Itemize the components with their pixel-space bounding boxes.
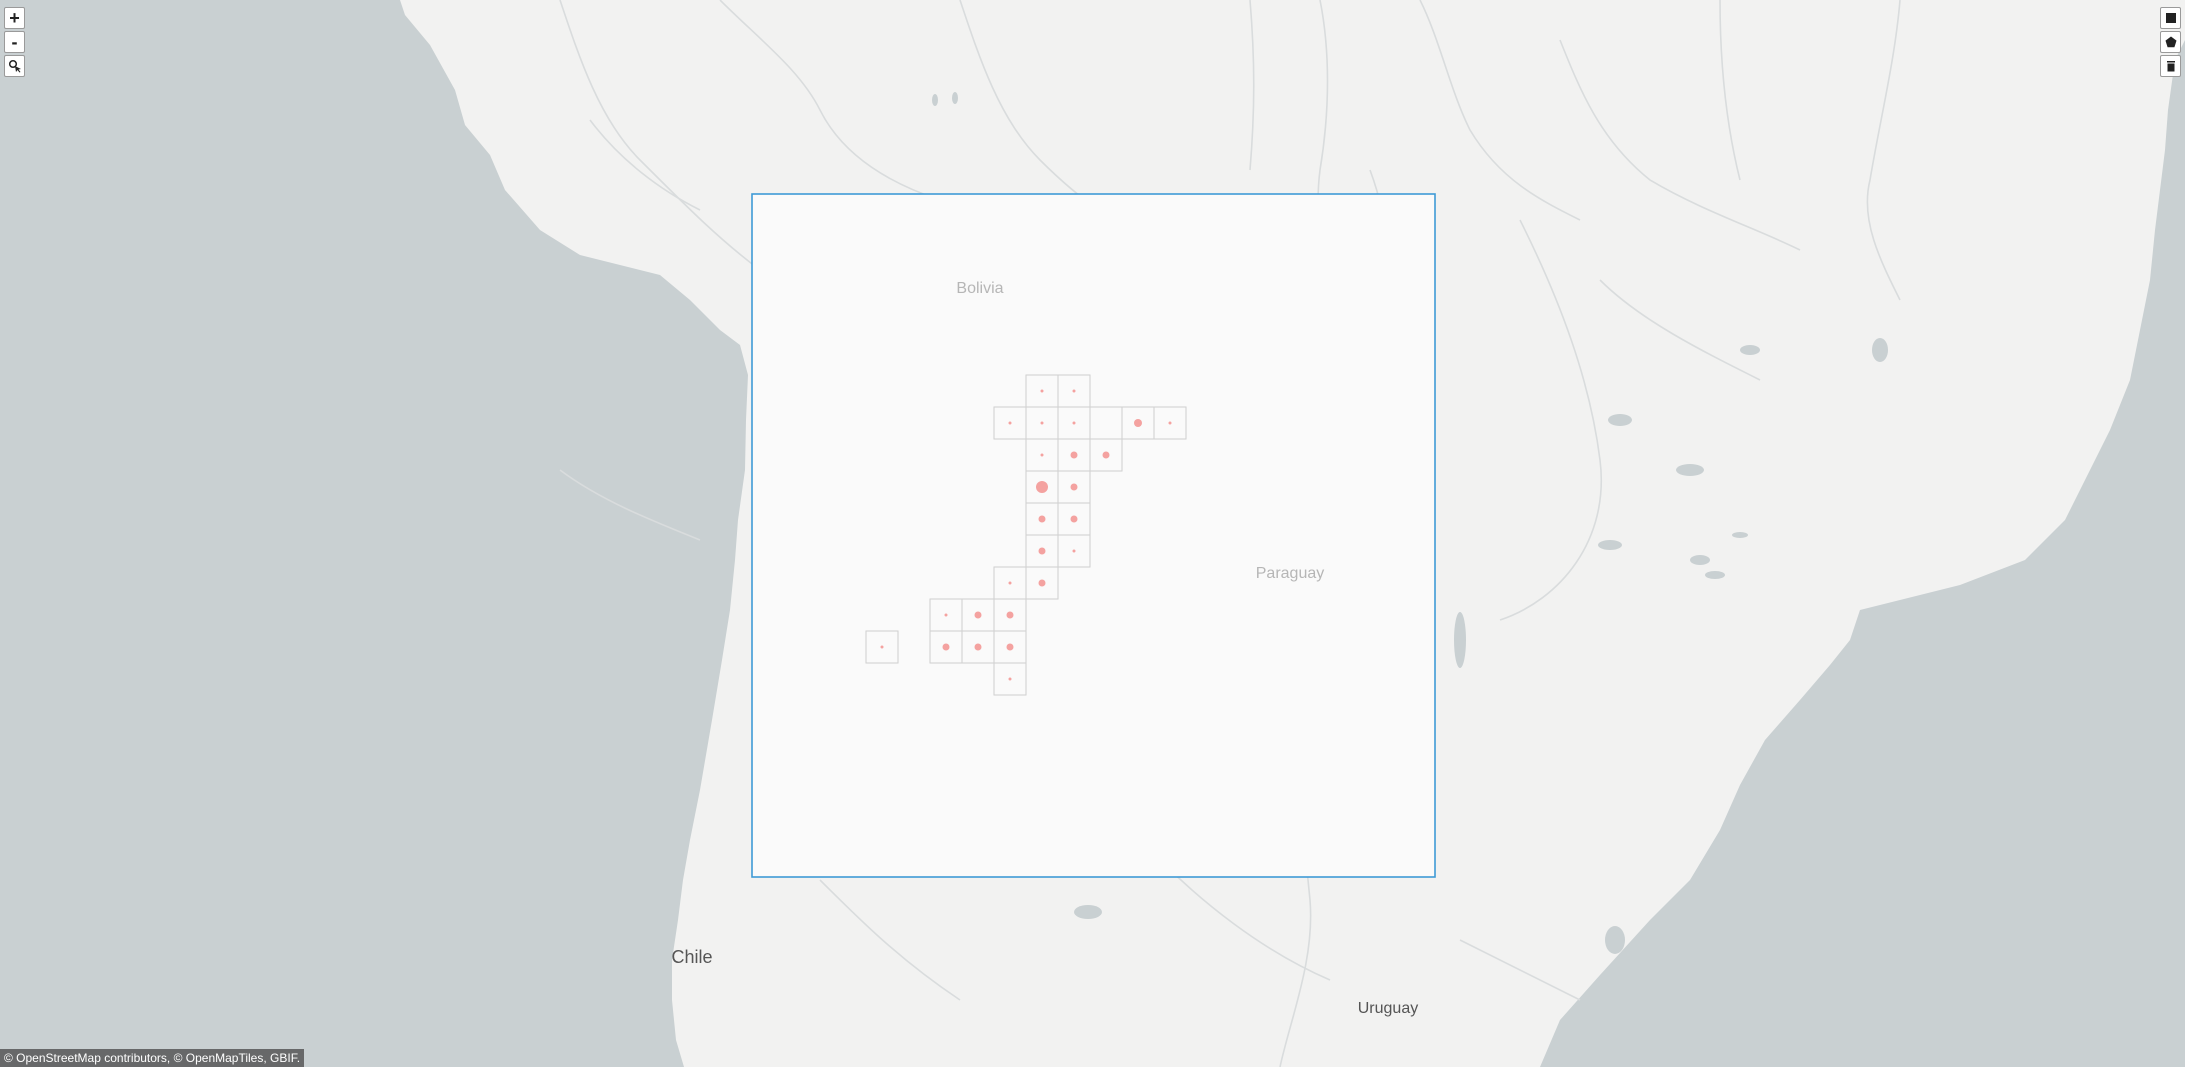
zoom-in-button[interactable]: + [4, 7, 25, 29]
grid-cell[interactable] [1089, 438, 1123, 472]
map-attribution: © OpenStreetMap contributors, © OpenMapT… [0, 1049, 305, 1067]
occurrence-dot [1070, 515, 1078, 523]
occurrence-dot [1008, 677, 1012, 681]
occurrence-dot [1072, 549, 1076, 553]
occurrence-dot [1134, 419, 1142, 427]
occurrence-dot [1006, 611, 1014, 619]
grid-cell[interactable] [1153, 406, 1187, 440]
occurrence-dot [942, 643, 950, 651]
label-chile: Chile [671, 947, 712, 967]
occurrence-dot [1168, 421, 1172, 425]
occurrence-grid [865, 374, 1187, 696]
occurrence-dot [1040, 389, 1044, 393]
occurrence-dot [1038, 515, 1046, 523]
label-bolivia: Bolivia [956, 280, 1003, 297]
label-paraguay: Paraguay [1256, 565, 1325, 582]
zoom-controls: + - [4, 7, 25, 77]
grid-cell[interactable] [1025, 566, 1059, 600]
occurrence-dot [1040, 453, 1044, 457]
occurrence-dot [1070, 483, 1078, 491]
label-uruguay: Uruguay [1358, 1000, 1418, 1017]
trash-icon [2166, 61, 2175, 72]
occurrence-dot [1006, 643, 1014, 651]
zoom-out-button[interactable]: - [4, 31, 25, 53]
grid-cell[interactable] [993, 662, 1027, 696]
draw-rectangle-button[interactable] [2160, 7, 2181, 29]
selection-rectangle[interactable] [751, 193, 1436, 878]
occurrence-dot [974, 643, 982, 651]
locate-button[interactable] [4, 55, 25, 77]
occurrence-dot [1070, 451, 1078, 459]
occurrence-dot [1072, 389, 1076, 393]
occurrence-dot [1008, 581, 1012, 585]
square-icon [2165, 13, 2176, 23]
draw-controls [2160, 7, 2181, 77]
grid-cell[interactable] [865, 630, 899, 664]
occurrence-dot [1038, 579, 1046, 587]
occurrence-dot [1040, 421, 1044, 425]
occurrence-dot [880, 645, 884, 649]
occurrence-dot [974, 611, 982, 619]
occurrence-dot [1072, 421, 1076, 425]
draw-polygon-button[interactable] [2160, 31, 2181, 53]
occurrence-dot [944, 613, 948, 617]
pentagon-icon [2165, 36, 2176, 48]
occurrence-dot [1036, 481, 1048, 493]
magnify-cursor-icon [8, 59, 21, 73]
occurrence-dot [1008, 421, 1012, 425]
occurrence-dot [1038, 547, 1046, 555]
grid-cell[interactable] [1057, 534, 1091, 568]
occurrence-dot [1102, 451, 1110, 459]
delete-button[interactable] [2160, 55, 2181, 77]
